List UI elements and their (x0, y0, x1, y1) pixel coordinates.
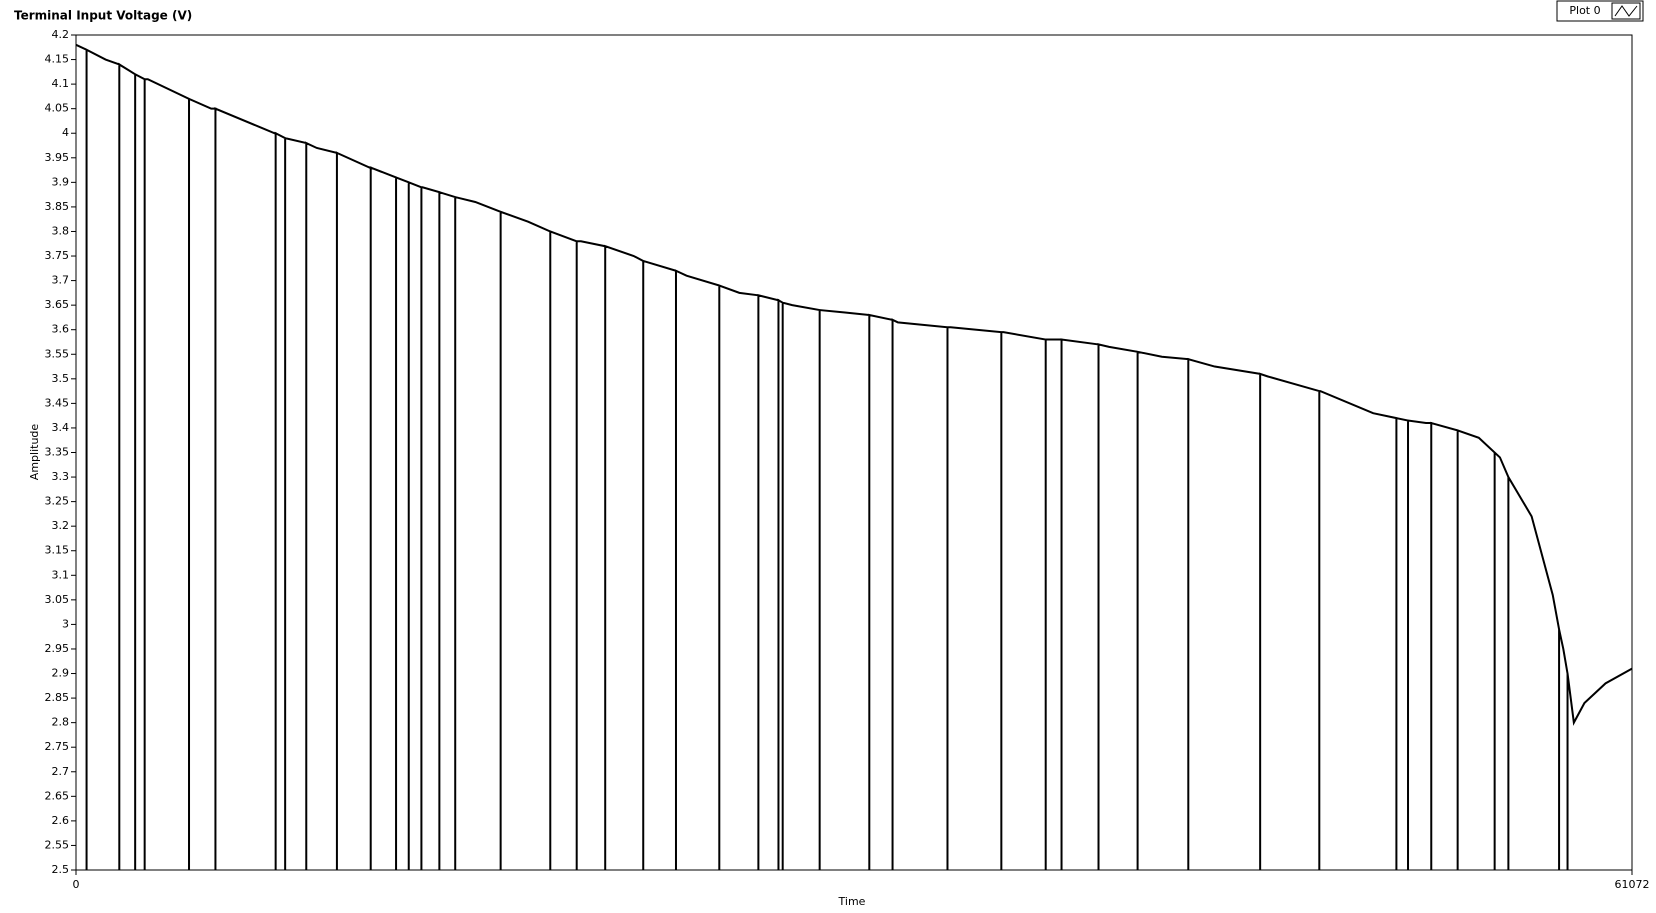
y-tick-label: 3.1 (52, 568, 70, 581)
y-axis-label: Amplitude (28, 424, 41, 481)
y-tick-label: 3 (62, 617, 69, 630)
legend: Plot 0 (1556, 0, 1644, 22)
y-tick-label: 2.9 (52, 667, 70, 680)
x-tick-label: 61072 (1615, 878, 1650, 891)
chart-title: Terminal Input Voltage (V) (14, 9, 192, 23)
x-tick-label: 0 (73, 878, 80, 891)
legend-label: Plot 0 (1569, 4, 1600, 17)
legend-swatch-line (1614, 5, 1638, 17)
y-tick-label: 3.95 (45, 151, 70, 164)
plot-frame (75, 34, 1633, 871)
y-tick-label: 4 (62, 126, 69, 139)
y-tick-label: 2.75 (45, 740, 70, 753)
y-tick-label: 3.2 (52, 519, 70, 532)
series-line (75, 43, 1633, 870)
y-tick-label: 3.45 (45, 396, 70, 409)
y-tick-label: 3.6 (52, 323, 70, 336)
y-tick-label: 3.8 (52, 224, 70, 237)
y-tick-label: 2.55 (45, 838, 70, 851)
x-axis-label: Time (838, 895, 866, 908)
y-tick-label: 3.7 (52, 274, 70, 287)
y-tick-label: 3.3 (52, 470, 70, 483)
y-tick-label: 2.7 (52, 765, 70, 778)
y-tick-label: 4.1 (52, 77, 70, 90)
y-tick-label: 2.65 (45, 789, 70, 802)
y-tick-label: 4.2 (52, 28, 70, 41)
y-tick-label: 3.05 (45, 593, 70, 606)
y-tick-label: 3.5 (52, 372, 70, 385)
y-tick-label: 3.15 (45, 544, 70, 557)
y-tick-label: 3.65 (45, 298, 70, 311)
y-tick-label: 3.25 (45, 495, 70, 508)
y-tick-label: 3.9 (52, 175, 70, 188)
y-tick-label: 4.15 (45, 53, 70, 66)
y-tick-label: 3.75 (45, 249, 70, 262)
y-tick-label: 2.95 (45, 642, 70, 655)
y-tick-label: 2.85 (45, 691, 70, 704)
y-tick-label: 2.6 (52, 814, 70, 827)
y-tick-label: 3.55 (45, 347, 70, 360)
y-tick-label: 4.05 (45, 102, 70, 115)
y-tick-label: 2.8 (52, 716, 70, 729)
y-tick-label: 3.35 (45, 446, 70, 459)
y-tick-label: 2.5 (52, 863, 70, 876)
y-tick-label: 3.4 (52, 421, 70, 434)
y-tick-label: 3.85 (45, 200, 70, 213)
